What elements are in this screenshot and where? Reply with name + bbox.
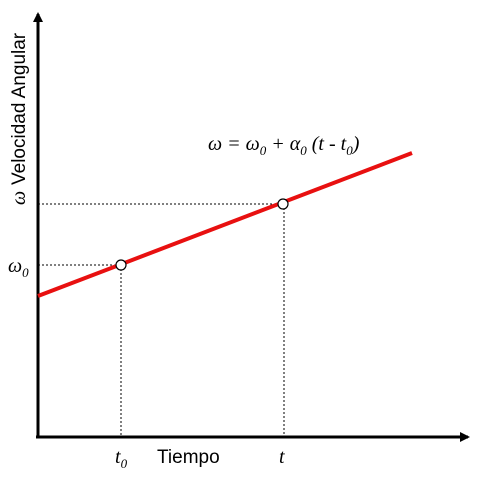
point-t-omega (277, 198, 289, 210)
y-axis-title: Velocidad Angular (9, 32, 30, 185)
velocity-line (37, 151, 413, 298)
omega0-label: ω0 (8, 255, 29, 280)
x-axis-title: Tiempo (157, 447, 220, 468)
y-axis-symbol: ω (8, 191, 30, 205)
t0-label: t0 (115, 446, 128, 471)
equation-label: ω = ω0 + α0 (t - t0) (208, 133, 360, 158)
t-label: t (279, 446, 285, 468)
point-t0-omega0 (115, 259, 127, 271)
